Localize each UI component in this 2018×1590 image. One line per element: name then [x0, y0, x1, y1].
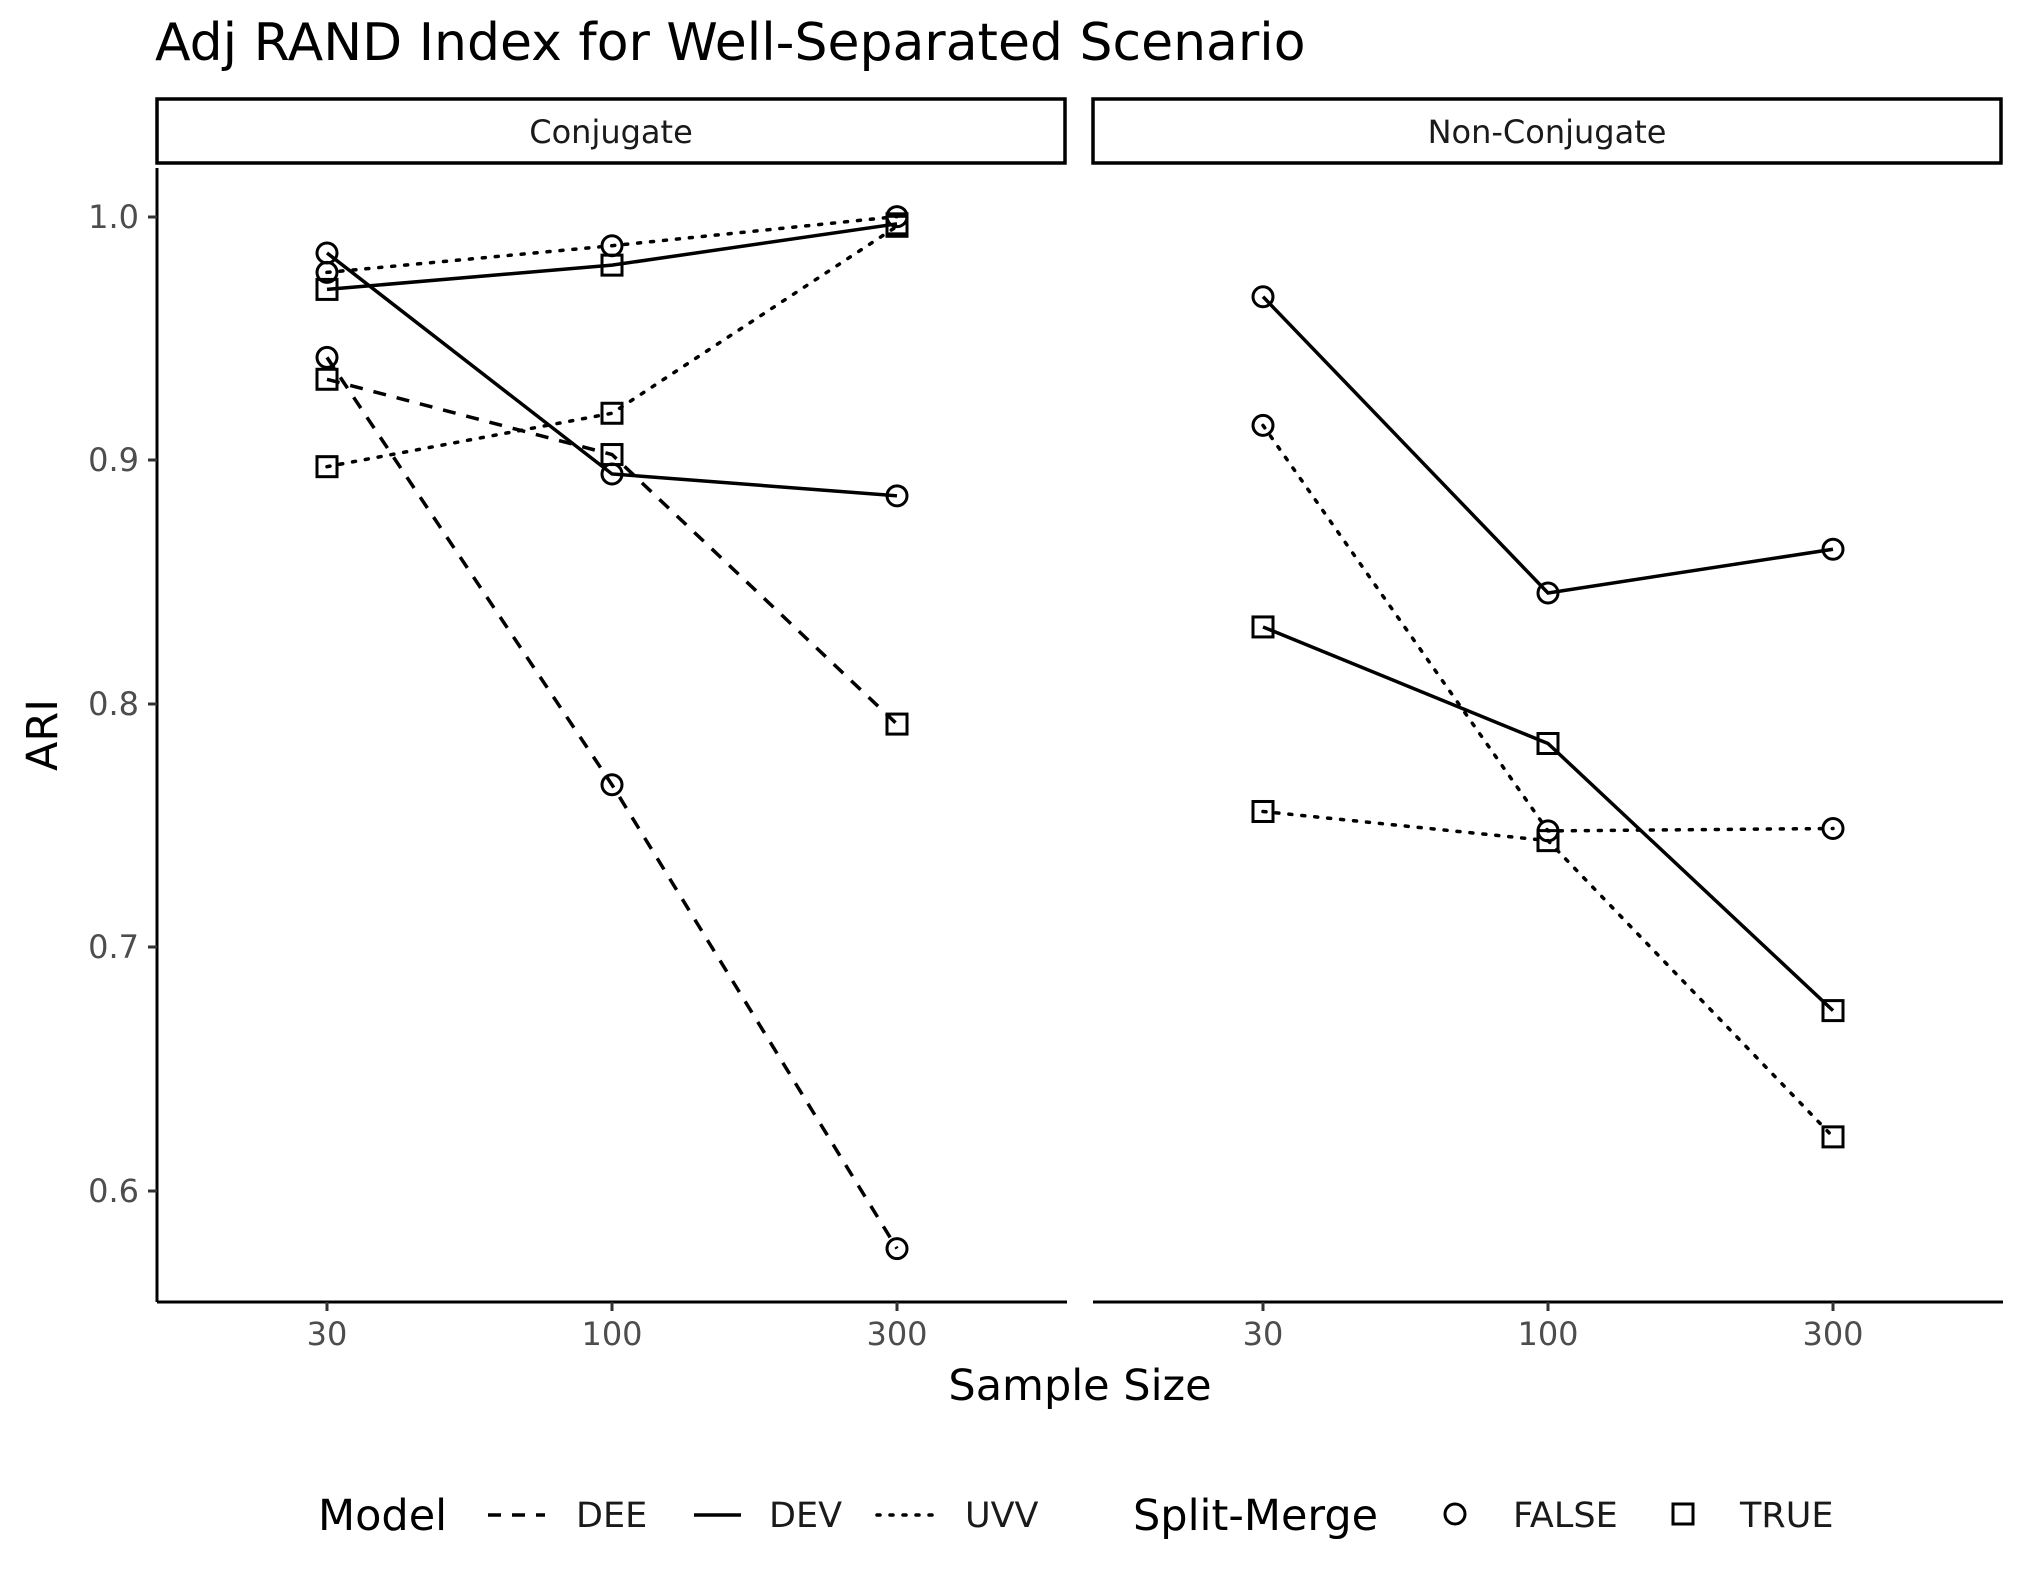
series-line-uvv-true	[1261, 809, 1835, 1139]
strip-label-non-conjugate: Non-Conjugate	[1428, 113, 1667, 151]
legend-label-uvv: UVV	[965, 1496, 1039, 1536]
x-ticks-non-conjugate: 30 100 300	[1243, 1302, 1864, 1353]
y-tick-label: 0.9	[88, 441, 139, 479]
legend-label-dev: DEV	[769, 1496, 842, 1536]
strip-label-conjugate: Conjugate	[529, 113, 693, 151]
legend-label-dee: DEE	[576, 1496, 647, 1536]
y-tick-label: 0.6	[88, 1172, 139, 1210]
data-point-uvv-true	[1536, 829, 1560, 853]
data-point-uvv-true	[1251, 799, 1275, 823]
series-line-dee-true	[326, 377, 899, 726]
data-point-uvv-true	[315, 455, 339, 479]
data-point-uvv-false	[1821, 816, 1845, 840]
panel-conjugate-data	[315, 205, 909, 1261]
chart-title: Adj RAND Index for Well-Separated Scenar…	[155, 13, 1306, 73]
series-line-uvv-false	[1261, 423, 1835, 833]
data-point-uvv-true	[885, 214, 909, 238]
data-point-dev-true	[315, 277, 339, 301]
x-tick-label: 300	[1802, 1315, 1863, 1353]
data-point-uvv-false	[1251, 413, 1275, 437]
x-tick-label: 30	[1243, 1315, 1284, 1353]
data-point-uvv-false	[600, 234, 624, 258]
legend-key-square	[1671, 1502, 1695, 1526]
legend-key-circle	[1443, 1502, 1467, 1526]
x-tick-label: 100	[1517, 1315, 1578, 1353]
data-point-uvv-true	[600, 401, 624, 425]
data-point-dee-false	[315, 345, 339, 369]
y-ticks: 0.6 0.7 0.8 0.9 1.0	[88, 198, 157, 1210]
x-tick-label: 300	[866, 1315, 927, 1353]
data-point-uvv-true	[1821, 1125, 1845, 1149]
panel-non-conjugate-data	[1251, 285, 1845, 1149]
data-point-dev-false	[600, 462, 624, 486]
x-ticks-conjugate: 30 100 300	[307, 1302, 928, 1353]
series-line-dev-true	[1262, 625, 1835, 1012]
series-line-dev-false	[325, 251, 898, 498]
legend-label-true: TRUE	[1739, 1496, 1833, 1536]
y-tick-label: 0.8	[88, 685, 139, 723]
data-point-dev-false	[1536, 581, 1560, 605]
series-line-uvv-true	[325, 224, 899, 469]
strip-non-conjugate	[1091, 97, 2003, 165]
legend: Model DEE DEV UVV Split-Merge FALSE TRUE	[318, 1491, 1833, 1541]
x-axis-title: Sample Size	[948, 1361, 1211, 1411]
data-point-dev-true	[1536, 731, 1560, 755]
data-point-dev-true	[1821, 999, 1845, 1023]
legend-title-model: Model	[318, 1491, 447, 1541]
y-tick-label: 1.0	[88, 198, 139, 236]
y-tick-label: 0.7	[88, 928, 139, 966]
data-point-dee-true	[885, 712, 909, 736]
data-point-dev-false	[1821, 537, 1845, 561]
data-point-dee-true	[315, 367, 339, 391]
series-line-uvv-false	[325, 214, 899, 275]
data-point-dee-false	[600, 773, 624, 797]
data-point-dev-false	[1251, 285, 1275, 309]
data-point-dev-true	[1251, 615, 1275, 639]
legend-title-split-merge: Split-Merge	[1133, 1491, 1378, 1541]
series-line-dee-false	[325, 356, 899, 1250]
x-tick-label: 100	[581, 1315, 642, 1353]
series-line-dev-true	[326, 222, 898, 292]
series-line-dev-false	[1261, 295, 1834, 595]
data-point-dee-false	[885, 1237, 909, 1261]
strip-conjugate	[155, 97, 1067, 165]
y-axis-title: ARI	[18, 699, 68, 771]
data-point-uvv-false	[315, 260, 339, 284]
legend-label-false: FALSE	[1513, 1496, 1618, 1536]
data-point-dev-false	[885, 484, 909, 508]
x-tick-label: 30	[307, 1315, 348, 1353]
